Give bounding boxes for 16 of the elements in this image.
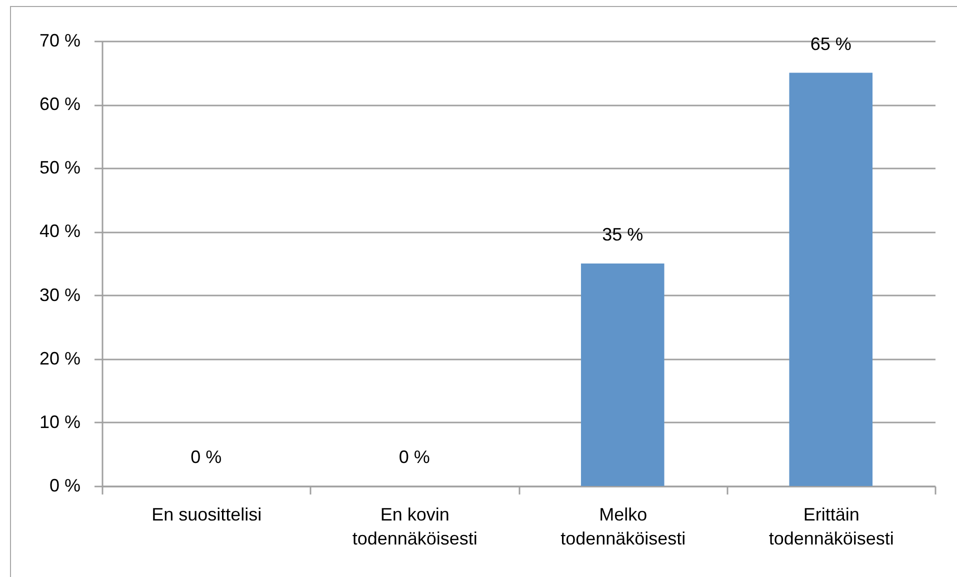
- y-tick-label: 20 %: [39, 348, 80, 368]
- x-tick-label: En suosittelisi: [152, 504, 262, 524]
- x-tick-label: Melko todennäköisesti: [560, 504, 686, 548]
- data-label: 65 %: [810, 34, 852, 54]
- data-label: 0 %: [398, 447, 430, 467]
- y-tick-label: 40 %: [39, 221, 80, 242]
- y-tick-label: 0 %: [49, 476, 80, 496]
- data-label: 35 %: [602, 224, 644, 244]
- y-tick-label: 70 %: [39, 30, 80, 50]
- y-tick-label: 30 %: [39, 284, 80, 305]
- y-tick-label: 60 %: [39, 94, 80, 114]
- x-tick-label: En kovin todennäköisesti: [352, 504, 478, 548]
- x-tick-label: Erittäin todennäköisesti: [768, 504, 894, 548]
- y-tick-label: 50 %: [39, 158, 80, 178]
- y-tick-label: 10 %: [39, 412, 80, 432]
- data-label: 0 %: [190, 447, 222, 467]
